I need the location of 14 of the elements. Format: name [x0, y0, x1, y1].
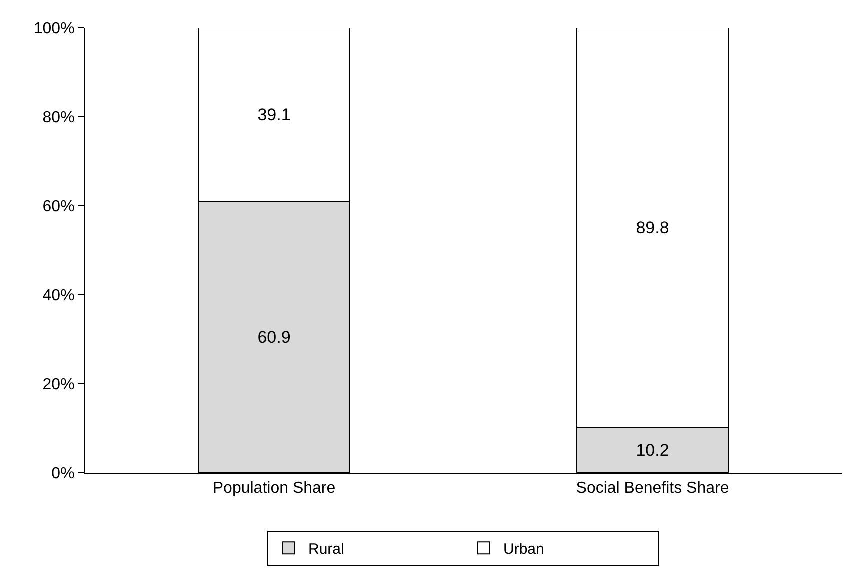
data-label: 39.1 — [258, 106, 291, 124]
legend-label: Urban — [504, 540, 544, 558]
x-tick-label: Social Benefits Share — [576, 480, 730, 498]
data-label: 89.8 — [636, 218, 670, 238]
y-tick-label: 100% — [34, 20, 75, 38]
y-tick-label: 60% — [42, 198, 75, 216]
y-tick-label: 40% — [42, 288, 75, 305]
y-tick-label: 80% — [42, 110, 75, 127]
data-label: 60.9 — [258, 328, 291, 347]
legend-label: Rural — [308, 540, 344, 558]
data-label: 10.2 — [636, 440, 670, 460]
y-tick-label: 20% — [42, 376, 75, 394]
y-tick-label: 0% — [52, 466, 75, 483]
x-tick-label: Population Share — [212, 480, 336, 498]
